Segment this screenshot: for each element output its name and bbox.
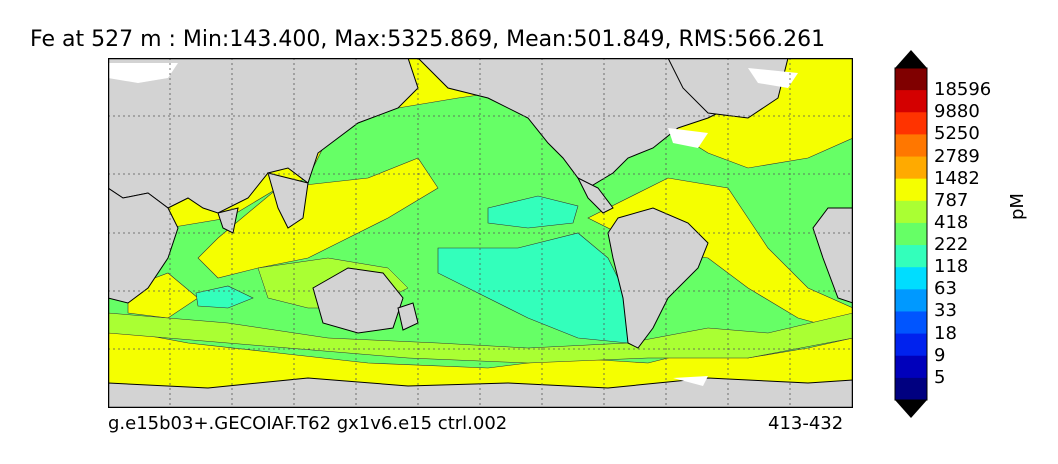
colorbar-segment: [895, 355, 927, 379]
colorbar-tick-label: 222: [934, 234, 969, 256]
colorbar-tick-label: 418: [934, 211, 969, 233]
no-data-regions: [108, 63, 798, 386]
low-concentration-regions: [195, 195, 649, 344]
colorbar-tick-label: 787: [934, 189, 969, 211]
years-label: 413-432: [768, 413, 844, 434]
colorbar: [894, 50, 928, 418]
graticule: [108, 58, 853, 408]
colorbar-tick-label: 5250: [934, 123, 980, 145]
colorbar-segment: [895, 333, 927, 357]
map-svg: [108, 58, 853, 408]
colorbar-segment: [895, 267, 927, 290]
colorbar-segment: [895, 178, 927, 202]
colorbar-tick-label: 18: [934, 322, 957, 344]
colorbar-segment: [895, 311, 927, 335]
colorbar-tick-label: 9880: [934, 101, 980, 123]
colorbar-max-arrow: [895, 50, 927, 68]
colorbar-segment: [895, 68, 927, 91]
colorbar-tick-label: 5: [934, 366, 946, 388]
colorbar-tick-label: 1482: [934, 167, 980, 189]
case-name-label: g.e15b03+.GECOIAF.T62 gx1v6.e15 ctrl.002: [108, 413, 508, 434]
colorbar-tick-label: 18596: [934, 79, 992, 101]
colorbar-segment: [895, 222, 927, 246]
colorbar-segment: [895, 156, 927, 180]
map-panel: [108, 58, 853, 408]
plot-title: Fe at 527 m : Min:143.400, Max:5325.869,…: [30, 27, 826, 52]
colorbar-segment: [895, 134, 927, 158]
colorbar-tick-label: 2789: [934, 145, 980, 167]
colorbar-unit-label: pM: [1007, 193, 1028, 220]
colorbar-segment: [895, 90, 927, 113]
colorbar-tick-label: 33: [934, 300, 957, 322]
colorbar-min-arrow: [895, 400, 927, 418]
colorbar-tick-label: 118: [934, 256, 969, 278]
colorbar-segment: [895, 377, 927, 401]
colorbar-tick-label: 63: [934, 278, 957, 300]
colorbar-segment: [895, 112, 927, 135]
map-frame: [108, 58, 853, 408]
land-masses: [108, 58, 853, 408]
colorbar-segment: [895, 245, 927, 268]
colorbar-tick-label: 9: [934, 344, 946, 366]
colorbar-segment: [895, 289, 927, 312]
colorbar-segment: [895, 200, 927, 224]
